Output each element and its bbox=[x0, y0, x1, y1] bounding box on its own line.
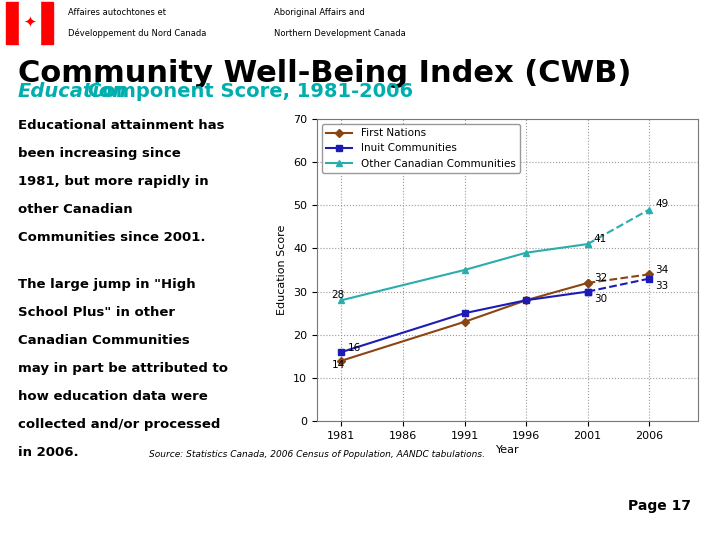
Text: been increasing since: been increasing since bbox=[18, 147, 181, 160]
Text: Communities since 2001.: Communities since 2001. bbox=[18, 231, 205, 244]
Text: 49: 49 bbox=[655, 199, 669, 210]
Text: in 2006.: in 2006. bbox=[18, 446, 78, 460]
Text: 32: 32 bbox=[594, 273, 607, 283]
Text: may in part be attributed to: may in part be attributed to bbox=[18, 362, 228, 375]
Text: Développement du Nord Canada: Développement du Nord Canada bbox=[68, 28, 207, 38]
Text: 41: 41 bbox=[594, 234, 607, 244]
Legend: First Nations, Inuit Communities, Other Canadian Communities: First Nations, Inuit Communities, Other … bbox=[322, 124, 520, 173]
Text: 14: 14 bbox=[332, 361, 345, 370]
Text: Aboriginal Affairs and: Aboriginal Affairs and bbox=[274, 8, 364, 17]
Text: School Plus" in other: School Plus" in other bbox=[18, 306, 175, 319]
X-axis label: Year: Year bbox=[496, 445, 519, 455]
Bar bbox=[19, 2, 40, 44]
Text: Affaires autochtones et: Affaires autochtones et bbox=[68, 8, 166, 17]
Text: ✦: ✦ bbox=[23, 15, 36, 30]
Text: 34: 34 bbox=[655, 266, 669, 275]
Text: 16: 16 bbox=[348, 343, 361, 353]
Text: Education: Education bbox=[18, 82, 127, 102]
Text: Canadian Communities: Canadian Communities bbox=[18, 334, 190, 347]
Text: Community Well-Being Index (CWB): Community Well-Being Index (CWB) bbox=[18, 59, 631, 89]
Text: other Canadian: other Canadian bbox=[18, 203, 132, 216]
Text: collected and/or processed: collected and/or processed bbox=[18, 418, 220, 431]
Text: 28: 28 bbox=[332, 290, 345, 300]
Text: 33: 33 bbox=[655, 281, 669, 292]
Text: 30: 30 bbox=[594, 294, 607, 305]
Text: The large jump in "High: The large jump in "High bbox=[18, 278, 196, 291]
Text: how education data were: how education data were bbox=[18, 390, 208, 403]
Y-axis label: Education Score: Education Score bbox=[277, 225, 287, 315]
Text: Source: Statistics Canada, 2006 Census of Population, AANDC tabulations.: Source: Statistics Canada, 2006 Census o… bbox=[149, 450, 485, 458]
Text: 1981, but more rapidly in: 1981, but more rapidly in bbox=[18, 175, 209, 188]
Text: Component Score, 1981-2006: Component Score, 1981-2006 bbox=[81, 82, 413, 102]
Text: Northern Development Canada: Northern Development Canada bbox=[274, 29, 405, 38]
Bar bbox=[6, 2, 19, 44]
Text: Educational attainment has: Educational attainment has bbox=[18, 119, 225, 132]
Bar bbox=[40, 2, 53, 44]
Text: Page 17: Page 17 bbox=[628, 499, 691, 513]
